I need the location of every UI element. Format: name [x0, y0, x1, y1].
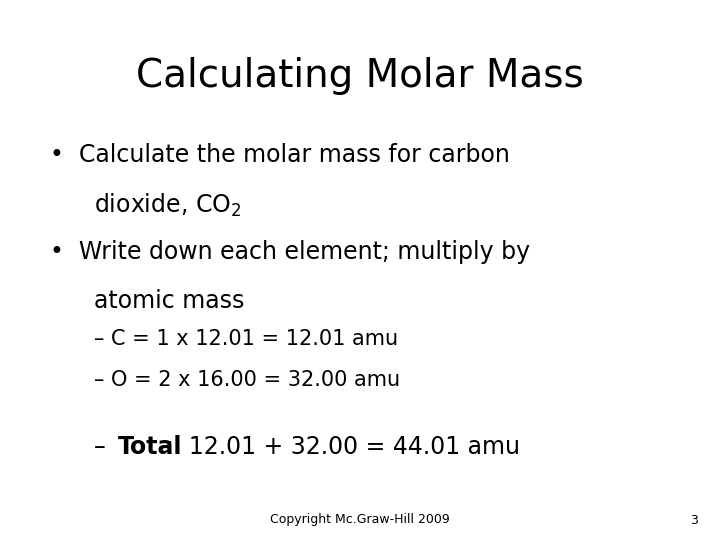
Text: Calculating Molar Mass: Calculating Molar Mass	[136, 57, 584, 94]
Text: atomic mass: atomic mass	[94, 289, 244, 313]
Text: Copyright Mc.Graw-Hill 2009: Copyright Mc.Graw-Hill 2009	[270, 514, 450, 526]
Text: –: –	[94, 435, 113, 458]
Text: •  Write down each element; multiply by: • Write down each element; multiply by	[50, 240, 531, 264]
Text: 3: 3	[690, 514, 698, 526]
Text: dioxide, CO$_2$: dioxide, CO$_2$	[94, 192, 241, 219]
Text: •  Calculate the molar mass for carbon: • Calculate the molar mass for carbon	[50, 143, 510, 167]
Text: – C = 1 x 12.01 = 12.01 amu: – C = 1 x 12.01 = 12.01 amu	[94, 329, 397, 349]
Text: Total: Total	[118, 435, 183, 458]
Text: :  12.01 + 32.00 = 44.01 amu: : 12.01 + 32.00 = 44.01 amu	[166, 435, 521, 458]
Text: – O = 2 x 16.00 = 32.00 amu: – O = 2 x 16.00 = 32.00 amu	[94, 370, 400, 390]
